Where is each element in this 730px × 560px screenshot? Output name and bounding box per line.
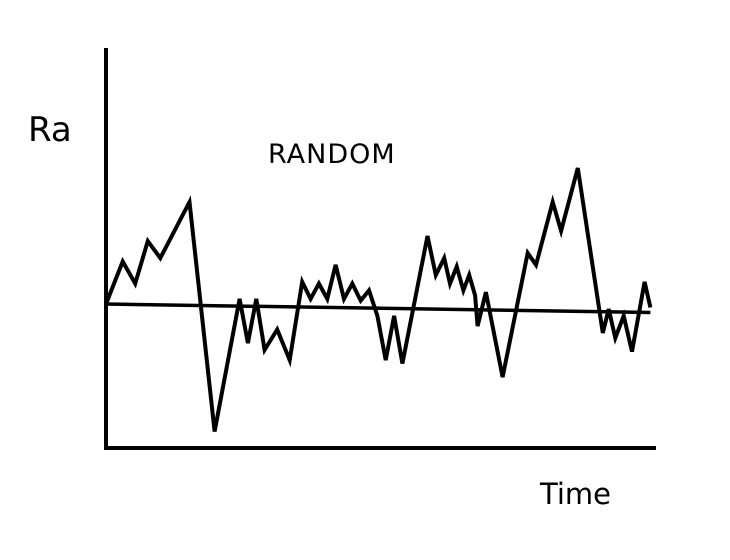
diagram-title: RANDOM — [268, 139, 396, 170]
y-axis-label: Ra — [28, 110, 72, 150]
mean-line — [105, 302, 651, 315]
x-axis-label: Time — [540, 477, 611, 511]
random-signal — [104, 167, 653, 432]
curves-group — [104, 167, 653, 432]
